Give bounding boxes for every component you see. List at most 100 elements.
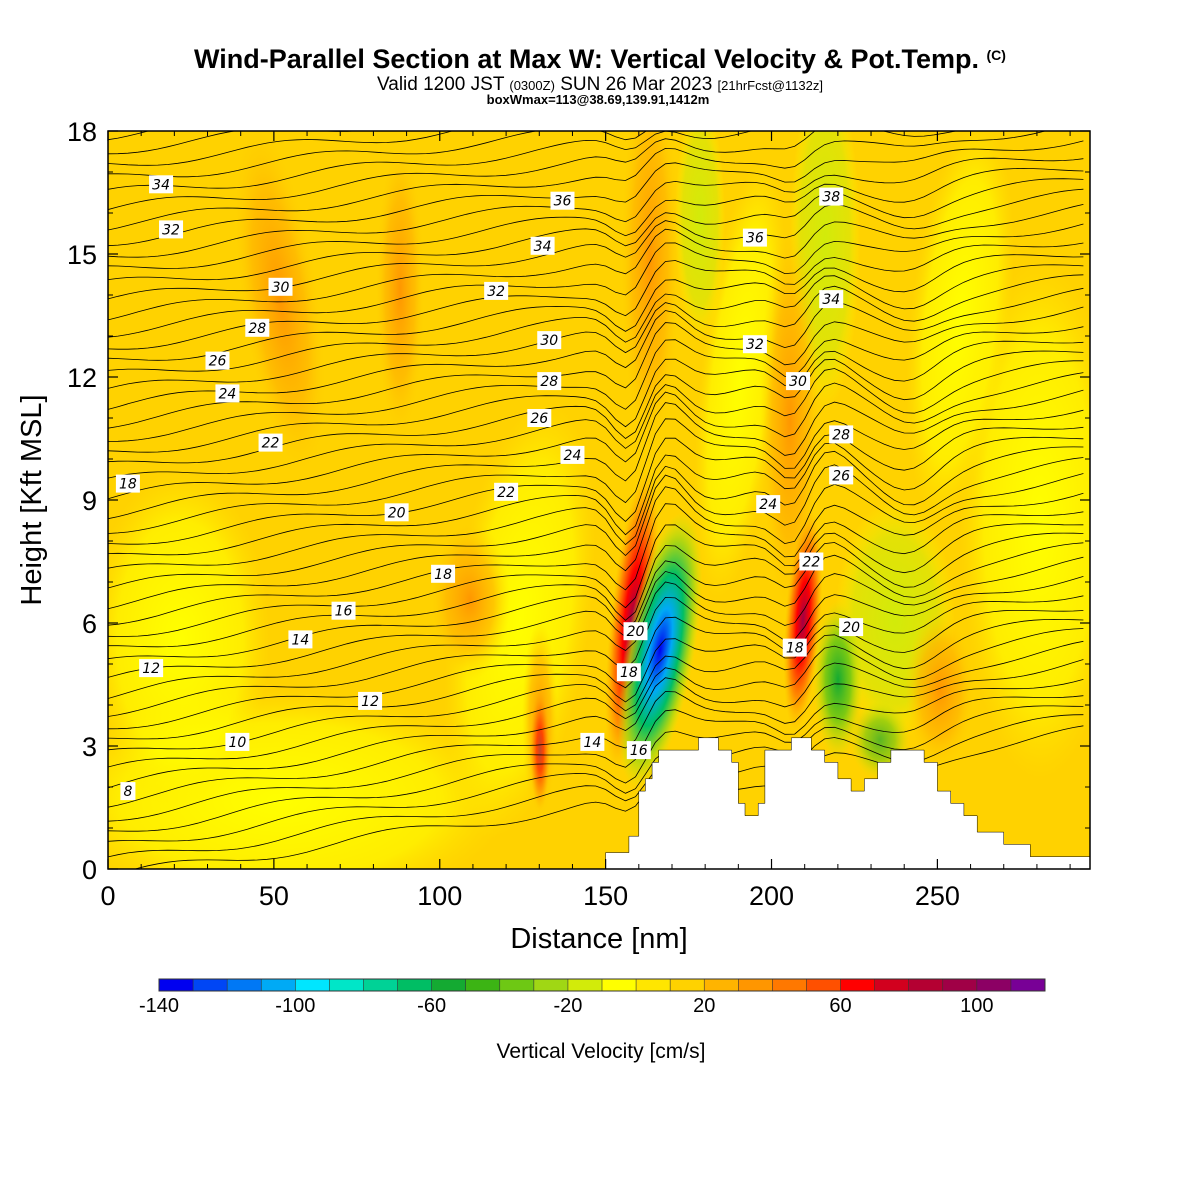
isentrope-line (108, 523, 1084, 648)
isentrope-label-text: 18 (786, 641, 804, 657)
colorbar-swatch (261, 979, 296, 991)
colorbar-swatch (533, 979, 569, 991)
colorbar-swatch (1010, 979, 1046, 991)
isentrope-label-bg (799, 552, 824, 571)
isentrope-label-text: 32 (487, 284, 505, 300)
isentrope-label: 30 (268, 277, 293, 296)
colorbar-swatch (363, 979, 399, 991)
isentrope-label-text: 12 (361, 694, 379, 710)
colorbar-swatch (227, 979, 262, 991)
isentrope-line (108, 204, 1084, 321)
isentrope-line (108, 326, 1084, 442)
isentrope-line (108, 618, 1084, 751)
isentrope-line (108, 492, 1084, 626)
isentrope-label-text: 12 (142, 661, 160, 677)
isentrope-line (108, 223, 1084, 338)
colorbar-tick-label: 60 (829, 995, 851, 1017)
colorbar-swatch (806, 979, 842, 991)
y-tick-label: 6 (82, 609, 97, 639)
field-orange-2 (620, 131, 680, 460)
colorbar: -140 -100 -60 -20 20 60 100 (139, 978, 1046, 1017)
isentrope-line (108, 264, 1084, 372)
isentrope-line (108, 576, 1084, 717)
isentrope-label: 18 (431, 564, 456, 583)
colorbar-swatch (772, 979, 807, 991)
terrain-mask (605, 737, 1090, 869)
isentrope-line (108, 705, 1084, 842)
isentrope-label: 12 (358, 691, 383, 710)
isentrope-line (108, 628, 1084, 768)
field-orange-6 (375, 140, 425, 440)
isentrope-label-text: 8 (123, 784, 132, 800)
isentrope-label-text: 36 (554, 194, 572, 210)
isentrope-line (108, 131, 753, 190)
x-tick-label: 100 (417, 881, 462, 911)
y-tick-label: 9 (82, 486, 97, 516)
isentrope-label-bg (331, 601, 356, 620)
isentrope-label: 38 (819, 187, 844, 206)
valid-time-line: Valid 1200 JST (0300Z) SUN 26 Mar 2023 [… (376, 74, 823, 95)
isentrope-label-text: 28 (540, 374, 558, 390)
isentrope-label-text: 34 (534, 239, 552, 255)
isentrope-line (108, 695, 1084, 832)
colorbar-tick-label: 100 (960, 995, 993, 1017)
isentrope-line (108, 131, 647, 178)
isentrope-line (108, 167, 1084, 269)
isentrope-label: 20 (839, 618, 864, 637)
isentrope-line (108, 254, 1084, 361)
colorbar-tick-label: -140 (139, 995, 179, 1017)
colorbar-swatch (329, 979, 364, 991)
isentrope-label-bg (205, 351, 230, 370)
isentrope-label-bg (560, 445, 585, 464)
colorbar-swatch (397, 979, 433, 991)
colorbar-swatch (942, 979, 978, 991)
isentrope-label-bg (819, 290, 844, 309)
isentrope-label: 18 (616, 663, 641, 682)
y-tick-label: 3 (82, 732, 97, 762)
isentrope-label: 16 (331, 601, 356, 620)
field-yellow-left (108, 470, 270, 810)
isentrope-label: 32 (484, 281, 509, 300)
colorbar-swatch (465, 979, 501, 991)
isentrope-line (108, 131, 959, 210)
isentrope-label: 18 (782, 638, 807, 657)
isentrope-label: 10 (225, 732, 250, 751)
isentrope-label-bg (484, 281, 509, 300)
colorbar-swatch (908, 979, 944, 991)
isentrope-line (108, 131, 150, 141)
isentrope-line (108, 340, 1084, 453)
isentrope-label-text: 22 (262, 436, 280, 452)
colorbar-swatch (193, 979, 228, 991)
colorbar-swatch (738, 979, 773, 991)
isentrope-label-text: 32 (746, 337, 764, 353)
isentrope-line (108, 306, 1084, 429)
x-tick-label: 250 (915, 881, 960, 911)
isentrope-label-bg (215, 384, 240, 403)
isentrope-label-text: 14 (583, 735, 601, 751)
isentrope-label: 8 (120, 782, 136, 801)
isentrope-label-bg (819, 187, 844, 206)
isentrope-label-text: 16 (630, 743, 648, 759)
y-tick-label: 15 (67, 240, 97, 270)
isentrope-label: 32 (159, 220, 184, 239)
colorbar-swatch (636, 979, 671, 991)
field-orange-3 (430, 520, 510, 680)
x-tick-label: 50 (259, 881, 289, 911)
x-tick-label: 150 (583, 881, 628, 911)
isentrope-label-text: 30 (540, 333, 558, 349)
isentrope-label-bg (358, 691, 383, 710)
colorbar-title: Vertical Velocity [cm/s] (497, 1040, 706, 1063)
x-axis-title: Distance [nm] (510, 923, 687, 955)
isentrope-label-bg (829, 425, 854, 444)
colorbar-swatch (159, 979, 194, 991)
isentrope-label-text: 16 (335, 604, 353, 620)
colorbar-swatch (567, 979, 603, 991)
isentrope-line (108, 157, 1084, 258)
isentrope-label-text: 32 (162, 222, 180, 238)
isentrope-labels: 34 32 30 28 26 24 22 18 20 18 16 14 12 12 10 8 36 34 32 30 2… (115, 175, 864, 801)
isentrope-label-bg (494, 482, 519, 501)
isentrope-label-bg (120, 782, 136, 801)
isentrope-label-bg (530, 236, 555, 255)
